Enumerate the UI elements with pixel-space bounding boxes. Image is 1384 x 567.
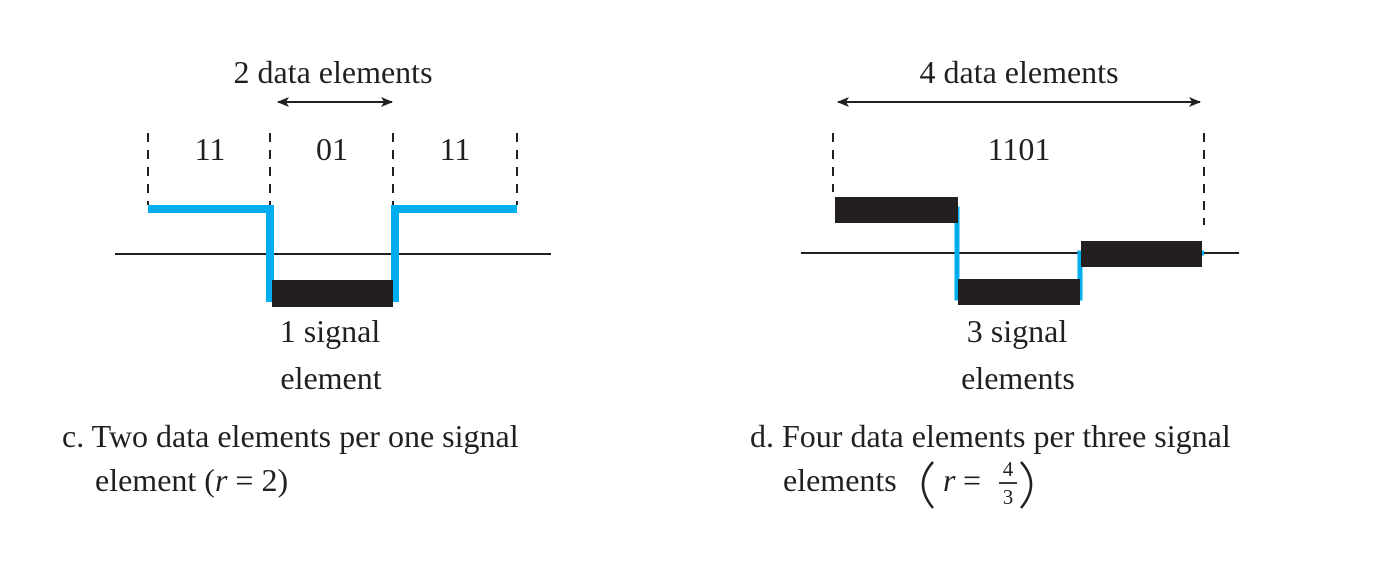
panel-d-signal-label: elements	[961, 360, 1075, 396]
panel-c-signal-element	[272, 280, 393, 307]
panel-c-caption: c. Two data elements per one signal	[62, 418, 519, 454]
panel-c-data-group: 11	[440, 131, 471, 167]
panel-d-caption: d. Four data elements per three signal	[750, 418, 1231, 454]
panel-c: 2 data elements 11 01 11 1 signal elemen…	[62, 54, 551, 498]
panel-d-signal-element	[1081, 241, 1202, 267]
panel-d-signal-element	[835, 197, 958, 223]
panel-d-signal-element	[958, 279, 1080, 305]
panel-d-ratio-equals: =	[963, 462, 981, 498]
panel-d-ratio-numerator: 4	[1003, 457, 1014, 481]
panel-c-header: 2 data elements	[233, 54, 432, 90]
panel-d-signal-label: 3 signal	[967, 313, 1068, 349]
panel-c-caption-line2: element (r = 2)	[95, 462, 288, 498]
panel-d: 4 data elements 1101 3 signal elements d…	[750, 54, 1239, 509]
panel-c-signal-label: 1 signal	[280, 313, 381, 349]
panel-d-caption-line2: elements	[783, 462, 897, 498]
panel-c-data-group: 01	[316, 131, 348, 167]
panel-d-header: 4 data elements	[919, 54, 1118, 90]
panel-c-data-group: 11	[195, 131, 226, 167]
panel-d-ratio-variable: r	[943, 462, 956, 498]
right-paren-icon	[1020, 461, 1033, 509]
panel-d-data-group: 1101	[988, 131, 1051, 167]
panel-d-ratio-denominator: 3	[1003, 485, 1014, 509]
panel-c-signal-label: element	[280, 360, 381, 396]
left-paren-icon	[921, 461, 934, 509]
